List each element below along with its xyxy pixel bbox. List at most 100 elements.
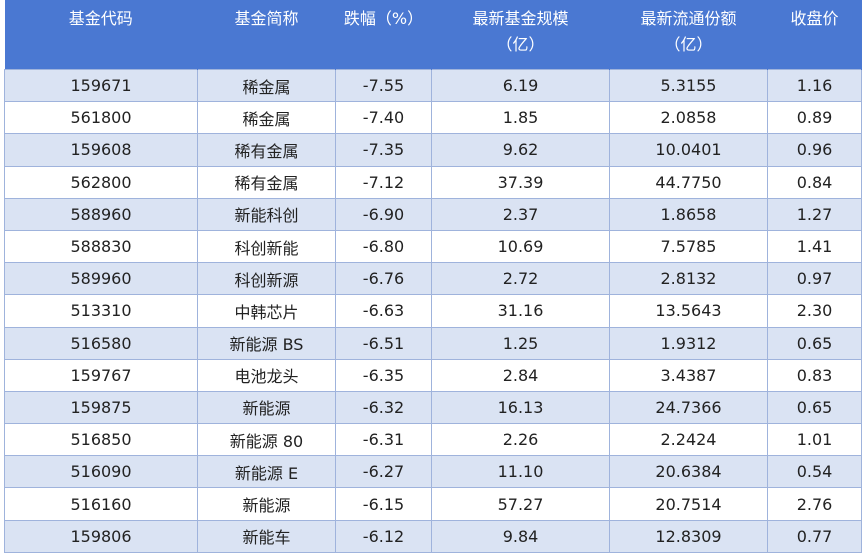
fund-table: 基金代码 基金简称 跌幅（%） 最新基金规模 （亿） 最新流通份额 （亿） 收盘价 15967… <box>4 0 862 553</box>
table-row: 516160 新能源 -6.15 57.27 20.7514 2.76 <box>4 487 862 521</box>
table-cell: 2.26 <box>431 423 610 457</box>
table-cell: 10.0401 <box>609 133 768 167</box>
header-text: （亿） <box>664 35 713 54</box>
header-text: 基金代码 <box>68 9 133 28</box>
table-cell: 7.5785 <box>609 229 768 264</box>
table-row: 516850 新能源 80 -6.31 2.26 2.2424 1.01 <box>4 423 862 457</box>
table-body: 159671 稀金属 -7.55 6.19 5.3155 1.16 561800 稀金属 -7.… <box>4 68 862 553</box>
table-cell: 新能源 <box>197 390 336 425</box>
table-cell: 20.7514 <box>609 487 768 521</box>
table-cell: 24.7366 <box>609 390 768 425</box>
header-text: 最新基金规模 <box>472 9 569 28</box>
table-cell: 0.65 <box>767 326 862 360</box>
table-cell: 561800 <box>4 101 198 135</box>
table-cell: 516580 <box>4 326 198 360</box>
table-cell: 16.13 <box>431 390 610 425</box>
header-text: 最新流通份额 <box>640 9 737 28</box>
table-cell: -7.12 <box>335 165 432 199</box>
table-cell: 159806 <box>4 519 198 553</box>
table-cell: 0.96 <box>767 133 862 167</box>
table-cell: 159875 <box>4 390 198 425</box>
table-cell: 新能科创 <box>197 197 336 231</box>
table-cell: 1.16 <box>767 68 862 103</box>
header-cell: 最新基金规模 （亿） <box>431 0 610 70</box>
table-cell: 0.97 <box>767 262 862 296</box>
table-row: 516580 新能源 BS -6.51 1.25 1.9312 0.65 <box>4 326 862 360</box>
table-cell: 2.76 <box>767 487 862 521</box>
table-cell: 588960 <box>4 197 198 231</box>
header-cell: 最新流通份额 （亿） <box>609 0 768 70</box>
header-text: 跌幅（%） <box>343 9 424 28</box>
table-row: 589960 科创新源 -6.76 2.72 2.8132 0.97 <box>4 262 862 296</box>
table-cell: 0.77 <box>767 519 862 553</box>
table-cell: 1.41 <box>767 229 862 264</box>
table-cell: 588830 <box>4 229 198 264</box>
table-row: 159608 稀有金属 -7.35 9.62 10.0401 0.96 <box>4 133 862 167</box>
table-cell: 589960 <box>4 262 198 296</box>
table-cell: 中韩芯片 <box>197 294 336 328</box>
table-cell: 新能源 80 <box>197 423 336 457</box>
table-cell: 516090 <box>4 455 198 489</box>
header-text: 收盘价 <box>790 9 839 28</box>
table-cell: 2.8132 <box>609 262 768 296</box>
table-cell: 新能车 <box>197 519 336 553</box>
table-row: 159671 稀金属 -7.55 6.19 5.3155 1.16 <box>4 68 862 103</box>
table-cell: 9.84 <box>431 519 610 553</box>
table-row: 159875 新能源 -6.32 16.13 24.7366 0.65 <box>4 390 862 425</box>
table-cell: 9.62 <box>431 133 610 167</box>
header-cell: 基金简称 <box>197 0 336 70</box>
table-cell: 1.85 <box>431 101 610 135</box>
table-cell: 13.5643 <box>609 294 768 328</box>
table-cell: 12.8309 <box>609 519 768 553</box>
table-cell: 31.16 <box>431 294 610 328</box>
table-cell: -6.15 <box>335 487 432 521</box>
table-cell: -6.51 <box>335 326 432 360</box>
table-cell: 新能源 BS <box>197 326 336 360</box>
table-cell: 5.3155 <box>609 68 768 103</box>
table-row: 562800 稀有金属 -7.12 37.39 44.7750 0.84 <box>4 165 862 199</box>
table-cell: 1.27 <box>767 197 862 231</box>
table-cell: -6.76 <box>335 262 432 296</box>
table-cell: 516850 <box>4 423 198 457</box>
table-cell: -6.63 <box>335 294 432 328</box>
table-row: 588960 新能科创 -6.90 2.37 1.8658 1.27 <box>4 197 862 231</box>
table-row: 561800 稀金属 -7.40 1.85 2.0858 0.89 <box>4 101 862 135</box>
table-cell: 科创新能 <box>197 229 336 264</box>
table-cell: 新能源 <box>197 487 336 521</box>
header-text: 基金简称 <box>234 9 299 28</box>
table-cell: 1.8658 <box>609 197 768 231</box>
table-cell: 10.69 <box>431 229 610 264</box>
table-row: 159806 新能车 -6.12 9.84 12.8309 0.77 <box>4 519 862 553</box>
header-cell: 跌幅（%） <box>335 0 432 70</box>
table-cell: -6.12 <box>335 519 432 553</box>
table-cell: 57.27 <box>431 487 610 521</box>
table-cell: -6.31 <box>335 423 432 457</box>
table-cell: 37.39 <box>431 165 610 199</box>
header-text: （亿） <box>496 35 545 54</box>
table-cell: 2.2424 <box>609 423 768 457</box>
table-cell: 159671 <box>4 68 198 103</box>
table-cell: 516160 <box>4 487 198 521</box>
header-row: 基金代码 基金简称 跌幅（%） 最新基金规模 （亿） 最新流通份额 （亿） 收盘价 <box>4 0 862 70</box>
table-cell: 稀有金属 <box>197 133 336 167</box>
table-cell: -6.80 <box>335 229 432 264</box>
table-row: 513310 中韩芯片 -6.63 31.16 13.5643 2.30 <box>4 294 862 328</box>
table-cell: 0.83 <box>767 358 862 392</box>
table-cell: -7.55 <box>335 68 432 103</box>
table-cell: 0.54 <box>767 455 862 489</box>
table-row: 516090 新能源 E -6.27 11.10 20.6384 0.54 <box>4 455 862 489</box>
table-cell: 2.30 <box>767 294 862 328</box>
table-cell: 2.37 <box>431 197 610 231</box>
table-cell: 3.4387 <box>609 358 768 392</box>
table-cell: -6.32 <box>335 390 432 425</box>
table-cell: 2.0858 <box>609 101 768 135</box>
table-cell: 1.01 <box>767 423 862 457</box>
table-row: 159767 电池龙头 -6.35 2.84 3.4387 0.83 <box>4 358 862 392</box>
header-cell: 收盘价 <box>767 0 862 70</box>
table-cell: 2.84 <box>431 358 610 392</box>
table-cell: 6.19 <box>431 68 610 103</box>
table-cell: 科创新源 <box>197 262 336 296</box>
table-cell: 11.10 <box>431 455 610 489</box>
table-cell: 562800 <box>4 165 198 199</box>
